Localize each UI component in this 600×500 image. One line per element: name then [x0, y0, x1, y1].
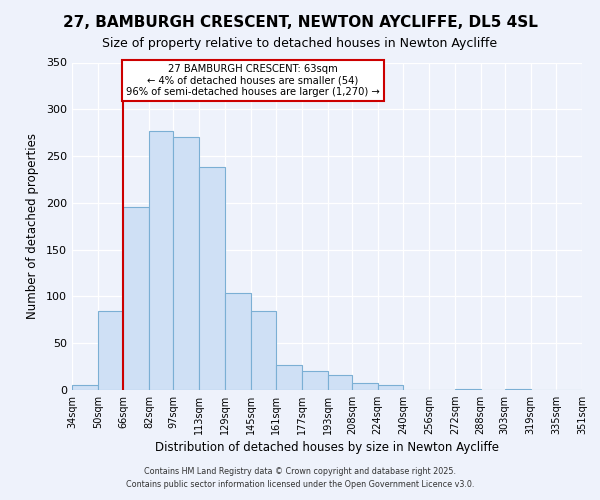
Text: Contains HM Land Registry data © Crown copyright and database right 2025.
Contai: Contains HM Land Registry data © Crown c…: [126, 468, 474, 489]
Bar: [72, 386, 98, 390]
Bar: [199, 168, 225, 390]
Y-axis label: Number of detached properties: Number of detached properties: [26, 133, 39, 320]
Bar: [149, 131, 173, 390]
Bar: [225, 292, 251, 390]
Bar: [277, 364, 302, 390]
Bar: [302, 372, 328, 390]
Bar: [124, 206, 149, 390]
Bar: [352, 384, 377, 390]
Bar: [328, 375, 352, 390]
Bar: [377, 386, 403, 390]
Text: 27, BAMBURGH CRESCENT, NEWTON AYCLIFFE, DL5 4SL: 27, BAMBURGH CRESCENT, NEWTON AYCLIFFE, …: [62, 15, 538, 30]
Bar: [455, 389, 481, 390]
X-axis label: Distribution of detached houses by size in Newton Aycliffe: Distribution of detached houses by size …: [155, 442, 499, 454]
Bar: [251, 312, 277, 390]
Bar: [173, 138, 199, 390]
Text: Size of property relative to detached houses in Newton Aycliffe: Size of property relative to detached ho…: [103, 38, 497, 51]
Bar: [98, 312, 124, 390]
Bar: [505, 389, 530, 390]
Text: 27 BAMBURGH CRESCENT: 63sqm
← 4% of detached houses are smaller (54)
96% of semi: 27 BAMBURGH CRESCENT: 63sqm ← 4% of deta…: [126, 64, 380, 98]
